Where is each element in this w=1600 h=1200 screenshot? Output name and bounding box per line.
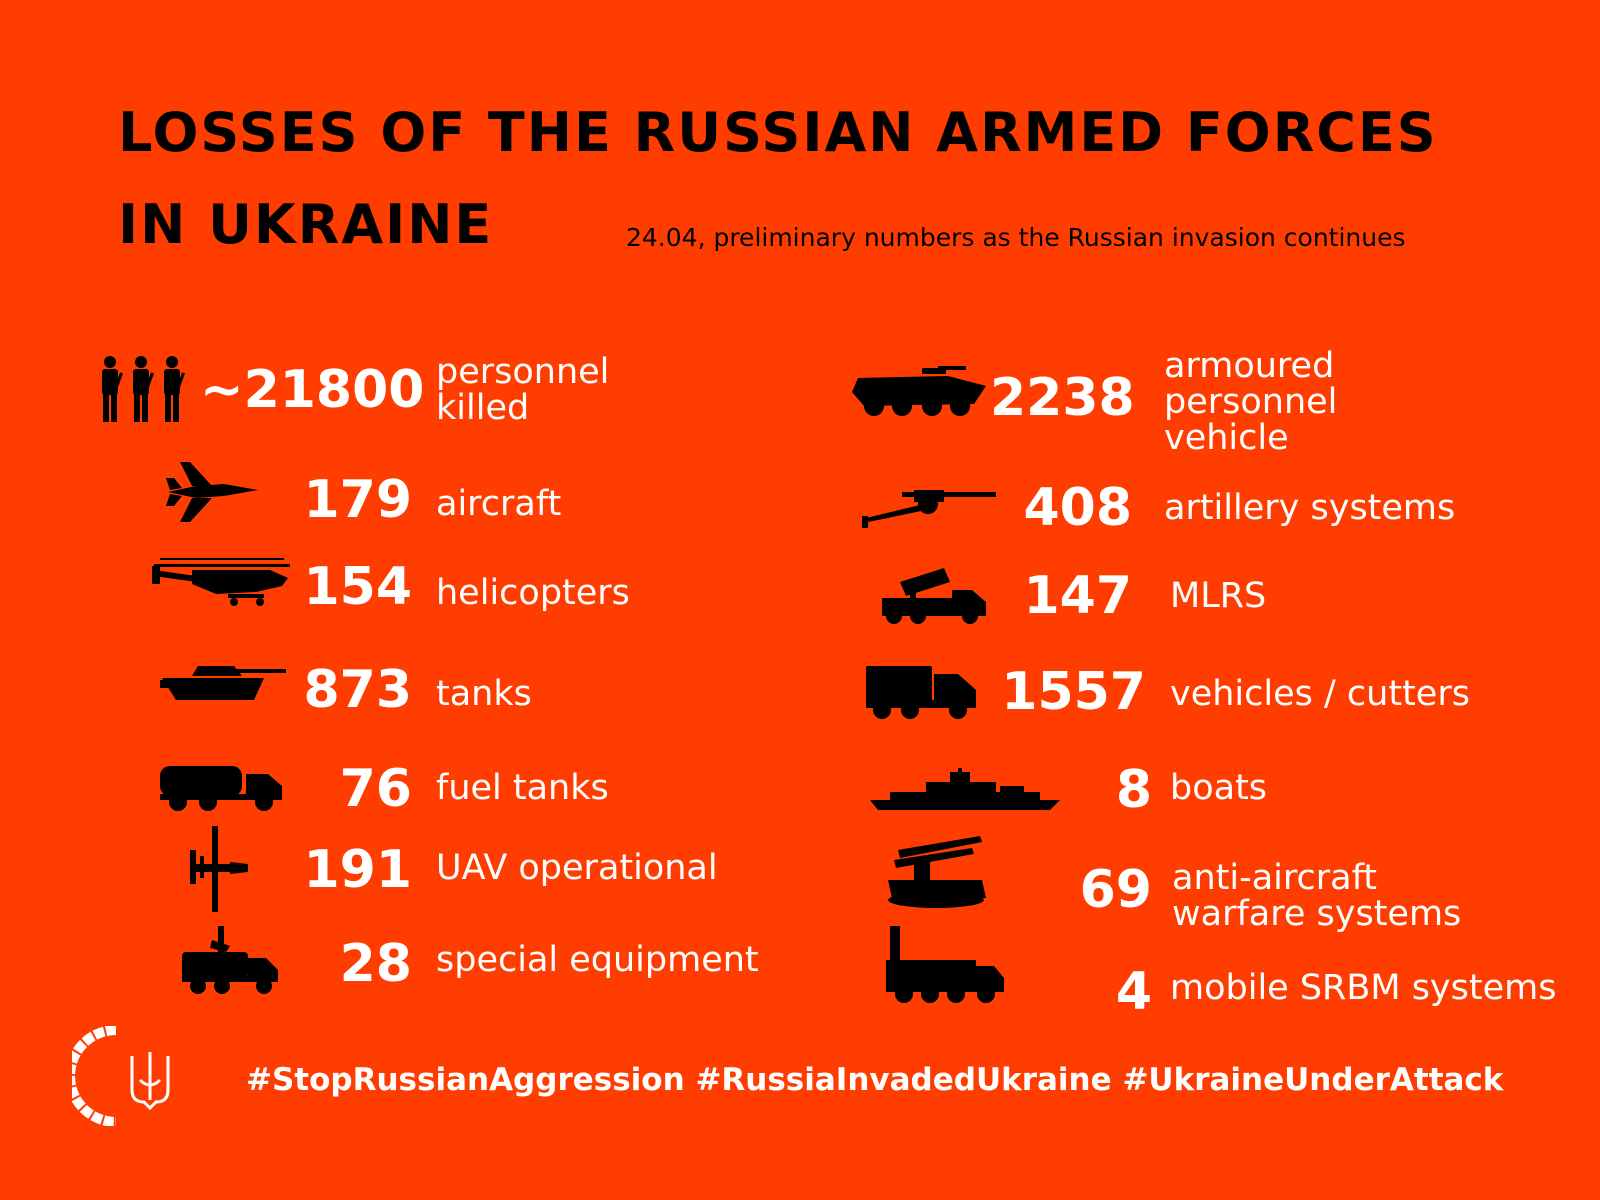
anti-aircraft-label: anti-aircraft warfare systems — [1172, 860, 1461, 932]
page-title-line-2: IN UKRAINE — [118, 193, 494, 256]
fuel-tanks-count: 76 — [339, 759, 412, 819]
special-equipment-label-line: special equipment — [436, 940, 759, 980]
soldiers-icon — [96, 354, 188, 424]
helicopter-icon — [152, 556, 292, 610]
helicopters-label: helicopters — [436, 575, 630, 611]
special-equipment-label: special equipment — [436, 942, 759, 978]
special-equipment-count: 28 — [339, 934, 412, 994]
helicopters-label-line: helicopters — [436, 573, 630, 613]
apc-label-line: personnel — [1164, 382, 1338, 422]
helicopters-count: 154 — [303, 557, 412, 617]
logo-arc-icon — [65, 1025, 122, 1130]
personnel-label-line: killed — [436, 388, 530, 428]
tank-icon — [160, 662, 286, 706]
tanks-count: 873 — [303, 660, 412, 720]
personnel-count: ~21800 — [200, 360, 425, 420]
boats-count: 8 — [1115, 760, 1152, 820]
uav-count: 191 — [303, 840, 412, 900]
mlrs-icon — [880, 568, 990, 626]
tanks-label: tanks — [436, 676, 532, 712]
truck-icon — [866, 662, 978, 720]
page-title-line-1: LOSSES OF THE RUSSIAN ARMED FORCES — [118, 101, 1438, 164]
vehicles-label-line: vehicles / cutters — [1170, 674, 1470, 714]
fuel-tanks-label-line: fuel tanks — [436, 768, 609, 808]
apc-label-line: armoured — [1164, 346, 1335, 386]
mlrs-label-line: MLRS — [1170, 576, 1267, 616]
personnel-label: personnel killed — [436, 354, 609, 426]
uav-icon — [190, 826, 250, 912]
boat-icon — [870, 768, 1060, 814]
personnel-label-line: personnel — [436, 352, 610, 392]
special-equipment-icon — [180, 926, 280, 996]
fuel-truck-icon — [158, 760, 284, 812]
aircraft-label-line: aircraft — [436, 484, 562, 524]
hashtags: #StopRussianAggression #RussiaInvadedUkr… — [246, 1062, 1504, 1098]
apc-count: 2238 — [990, 368, 1135, 428]
anti-aircraft-label-line: warfare systems — [1172, 894, 1462, 934]
artillery-label-line: artillery systems — [1164, 488, 1456, 528]
artillery-icon — [862, 486, 998, 528]
apc-label: armoured personnel vehicle — [1164, 348, 1337, 456]
boats-label-line: boats — [1170, 768, 1268, 808]
fuel-tanks-label: fuel tanks — [436, 770, 609, 806]
uav-label: UAV operational — [436, 850, 718, 886]
anti-aircraft-icon — [884, 836, 990, 908]
boats-label: boats — [1170, 770, 1267, 806]
subtitle: 24.04, preliminary numbers as the Russia… — [626, 223, 1406, 252]
trident-emblem-icon — [128, 1050, 172, 1114]
anti-aircraft-label-line: anti-aircraft — [1172, 858, 1378, 898]
uav-label-line: UAV operational — [436, 848, 718, 888]
artillery-label: artillery systems — [1164, 490, 1455, 526]
srbm-launcher-icon — [886, 926, 1006, 1008]
vehicles-count: 1557 — [1001, 662, 1146, 722]
aircraft-icon — [166, 460, 260, 524]
mlrs-label: MLRS — [1170, 578, 1266, 614]
aircraft-count: 179 — [303, 470, 412, 530]
mlrs-count: 147 — [1023, 566, 1132, 626]
apc-label-line: vehicle — [1164, 418, 1289, 458]
apc-icon — [852, 366, 990, 418]
vehicles-label: vehicles / cutters — [1170, 676, 1470, 712]
artillery-count: 408 — [1023, 478, 1132, 538]
aircraft-label: aircraft — [436, 486, 561, 522]
srbm-label-line: mobile SRBM systems — [1170, 968, 1557, 1008]
anti-aircraft-count: 69 — [1079, 860, 1152, 920]
srbm-label: mobile SRBM systems — [1170, 970, 1556, 1006]
srbm-count: 4 — [1115, 962, 1152, 1022]
tanks-label-line: tanks — [436, 674, 532, 714]
